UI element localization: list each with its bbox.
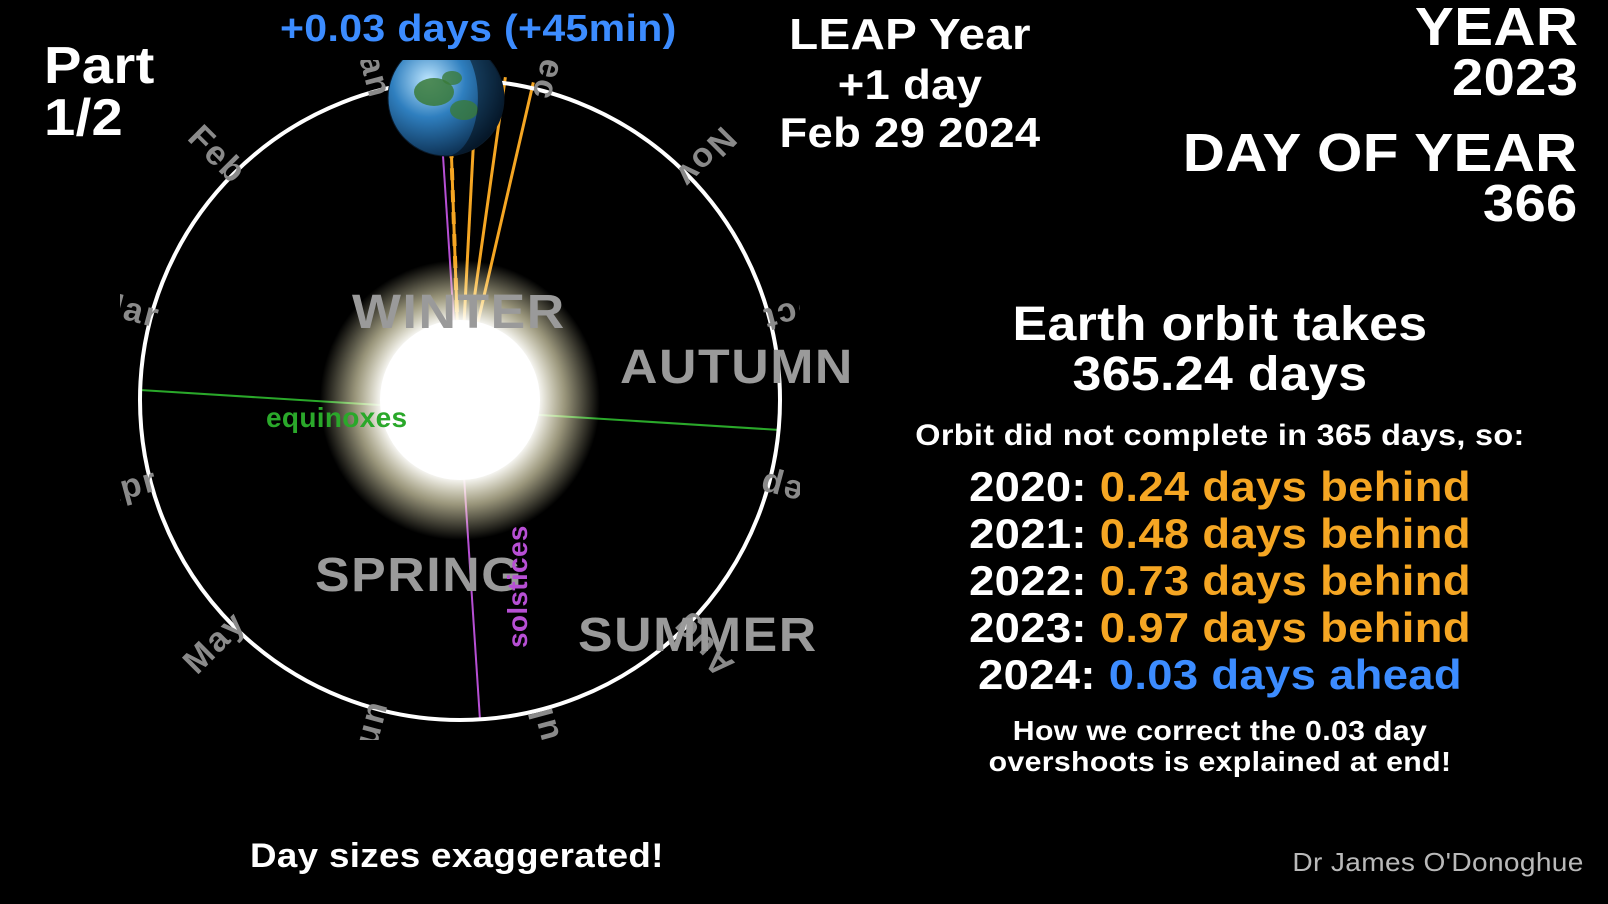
row-delta: 0.97 days behind [1100,604,1471,651]
row-year: 2021: [969,510,1100,557]
offset-text: +0.03 days (+45min) [280,8,677,51]
year-block: YEAR 2023 [1427,0,1578,104]
doy-value: 366 [1183,178,1578,230]
equinox-label: equinoxes [266,402,407,434]
month-label: May [176,604,254,682]
explanation-block: Earth orbit takes 365.24 days Orbit did … [870,300,1570,778]
footnote-1: How we correct the 0.03 day [842,716,1598,747]
month-label: Jul [522,702,573,740]
season-winter: WINTER [352,285,566,340]
year-row: 2020: 0.24 days behind [842,463,1598,510]
year-label: YEAR [1415,0,1578,54]
leap-title: LEAP Year [726,10,1093,61]
sun-core [380,320,540,480]
doy-block: DAY OF YEAR 366 [1212,126,1578,230]
orbit-diagram: DecNovOctSepAugJulJunMayAprMarFebJan WIN… [120,60,800,740]
season-autumn: AUTUMN [620,340,854,395]
month-label: Nov [667,119,744,196]
row-delta: 0.48 days behind [1100,510,1471,557]
year-row: 2022: 0.73 days behind [842,557,1598,604]
credit: Dr James O'Donoghue [1293,847,1584,878]
season-spring: SPRING [315,548,523,603]
year-value: 2023 [1415,52,1578,104]
subline-prefix: Orbit [915,419,1003,452]
subline-bold: did not [1004,419,1114,452]
headline-2: 365.24 days [842,350,1598,400]
row-year: 2020: [969,463,1100,510]
row-delta: 0.03 days ahead [1109,651,1462,698]
subline: Orbit did not complete in 365 days, so: [842,419,1598,453]
month-label: Oct [759,286,800,339]
row-year: 2023: [969,604,1100,651]
year-row: 2023: 0.97 days behind [842,604,1598,651]
solstice-label: solstices [502,525,534,648]
season-summer: SUMMER [578,608,818,663]
subline-suffix: complete in 365 days, so: [1114,419,1525,452]
headline-1: Earth orbit takes [842,300,1598,350]
month-label: Feb [181,118,255,192]
earth-icon [388,60,504,156]
footnote: How we correct the 0.03 day overshoots i… [842,716,1598,778]
row-year: 2022: [969,557,1100,604]
year-row: 2021: 0.48 days behind [842,510,1598,557]
row-year: 2024: [978,651,1109,698]
row-delta: 0.73 days behind [1100,557,1471,604]
year-rows: 2020: 0.24 days behind2021: 0.48 days be… [870,463,1570,698]
year-row: 2024: 0.03 days ahead [842,651,1598,698]
doy-label: DAY OF YEAR [1183,126,1578,180]
row-delta: 0.24 days behind [1100,463,1471,510]
footnote-2: overshoots is explained at end! [842,747,1598,778]
caption: Day sizes exaggerated! [250,837,664,876]
